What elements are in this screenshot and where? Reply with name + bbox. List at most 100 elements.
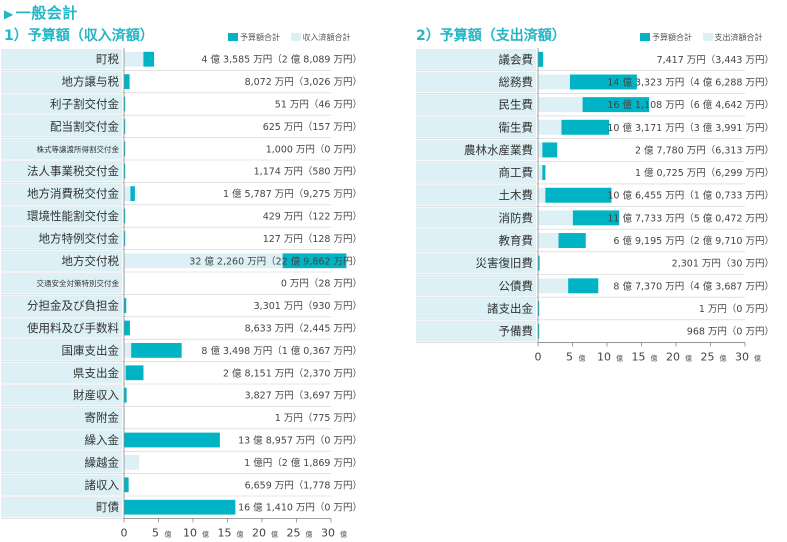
value-label: 4 億 3,585 万円（2 億 8,089 万円）: [201, 54, 362, 66]
value-label: 625 万円（157 万円）: [263, 121, 362, 133]
category-label: 繰越金: [85, 455, 120, 469]
expenditure-chart-title: 2）予算額（支出済額）: [416, 28, 566, 44]
value-label: 2,301 万円（30 万円）: [672, 258, 774, 270]
legend-budget-swatch: [228, 33, 238, 41]
x-tick-unit: 億: [306, 529, 313, 538]
category-cell: [416, 207, 536, 229]
budget-bar: [558, 233, 586, 248]
x-tick-unit: 億: [720, 353, 727, 362]
x-tick-label: 25: [287, 526, 301, 539]
x-tick-label: 10: [183, 526, 197, 539]
category-cell: [416, 71, 536, 93]
settled-bar: [538, 142, 543, 158]
x-tick-label: 5: [152, 526, 159, 539]
page-title: ▶ 一般会計: [4, 2, 78, 23]
budget-bar: [545, 187, 612, 203]
budget-bar: [124, 499, 236, 515]
category-cell: [1, 250, 122, 271]
budget-bar: [124, 163, 126, 179]
budget-bar: [125, 365, 144, 381]
settled-bar: [124, 253, 283, 269]
category-cell: [416, 230, 536, 251]
category-cell: [416, 298, 536, 319]
x-tick-unit: 億: [651, 353, 658, 362]
legend-budget-swatch: [640, 33, 650, 41]
value-label: 1 億円（2 億 1,869 万円）: [244, 457, 362, 469]
x-tick-label: 20: [252, 526, 266, 539]
budget-bar: [124, 298, 127, 313]
x-tick-label: 10: [597, 350, 611, 363]
settled-bar: [124, 186, 131, 201]
category-cell: [416, 252, 536, 274]
settled-bar: [124, 275, 125, 291]
x-tick-label: 20: [666, 350, 680, 363]
category-cell: [1, 93, 122, 115]
value-label: 13 億 8,957 万円（0 万円）: [238, 435, 362, 447]
revenue-chart-title: 1）予算額（収入済額）: [4, 28, 154, 44]
budget-bar: [569, 74, 637, 90]
value-label: 14 億 3,323 万円（4 億 6,288 万円）: [607, 76, 774, 88]
category-label: 農林水産業費: [464, 143, 533, 157]
category-cell: [1, 474, 122, 495]
value-label: 10 億 3,171 万円（3 億 3,991 万円）: [607, 122, 774, 134]
category-label: 繰入金: [85, 433, 120, 447]
category-label: 株式等譲渡所得割交付金: [37, 144, 120, 154]
budget-bar: [124, 208, 126, 224]
value-label: 3,301 万円（930 万円）: [254, 300, 362, 312]
budget-bar: [124, 320, 130, 336]
budget-bar: [568, 278, 599, 294]
budget-bar: [538, 255, 540, 271]
budget-bar: [572, 210, 620, 226]
category-label: 地方交付税: [62, 254, 120, 268]
value-label: 11 億 7,733 万円（5 億 0,472 万円）: [607, 212, 774, 224]
x-tick-label: 0: [121, 526, 128, 539]
budget-bar: [124, 231, 126, 246]
value-label: 3,827 万円（3,697 万円）: [245, 390, 362, 402]
category-cell: [1, 429, 122, 451]
triangle-marker-icon: ▶: [4, 7, 14, 21]
value-label: 968 万円（0 万円）: [687, 326, 774, 338]
category-label: 地方特例交付金: [39, 231, 120, 245]
category-cell: [416, 94, 536, 115]
value-label: 2 億 7,780 万円（6,313 万円）: [635, 144, 774, 156]
settled-bar: [538, 74, 570, 90]
budget-bar: [538, 51, 544, 67]
category-cell: [1, 295, 122, 316]
legend-budget-label: 予算額合計: [240, 33, 280, 42]
x-tick-label: 15: [632, 350, 646, 363]
category-cell: [1, 49, 122, 70]
settled-bar: [124, 455, 140, 470]
x-tick-unit: 億: [754, 353, 761, 362]
category-label: 地方消費税交付金: [27, 187, 119, 201]
category-label: 土木費: [499, 188, 534, 202]
settled-bar: [124, 343, 132, 358]
settled-bar: [124, 365, 126, 381]
value-label: 10 億 6,455 万円（1 億 0,733 万円）: [607, 190, 774, 202]
category-label: 寄附金: [85, 411, 120, 425]
settled-bar: [538, 119, 562, 135]
settled-bar: [124, 410, 125, 425]
legend-settled-swatch: [702, 33, 713, 41]
category-cell: [1, 452, 122, 473]
value-label: 1 億 5,787 万円（9,275 万円）: [223, 188, 362, 200]
legend-budget-label: 予算額合計: [652, 33, 692, 42]
x-tick-unit: 億: [579, 353, 586, 362]
x-tick-unit: 億: [616, 353, 623, 362]
category-label: 総務費: [499, 75, 534, 89]
x-tick-label: 25: [701, 350, 715, 363]
x-tick-unit: 億: [271, 529, 278, 538]
value-label: 1,000 万円（0 万円）: [266, 143, 362, 155]
category-label: 諸支出金: [487, 301, 533, 315]
category-cell: [1, 138, 122, 159]
expenditure-legend: 予算額合計 支出済額合計: [640, 32, 763, 43]
value-label: 51 万円（46 万円）: [275, 99, 362, 111]
category-cell: [1, 317, 122, 339]
value-label: 8,072 万円（3,026 万円）: [245, 76, 362, 88]
category-label: 衛生費: [499, 120, 534, 134]
category-label: 環境性能割交付金: [27, 209, 119, 223]
category-cell: [416, 184, 536, 206]
category-cell: [1, 71, 122, 92]
x-tick-label: 0: [535, 350, 542, 363]
